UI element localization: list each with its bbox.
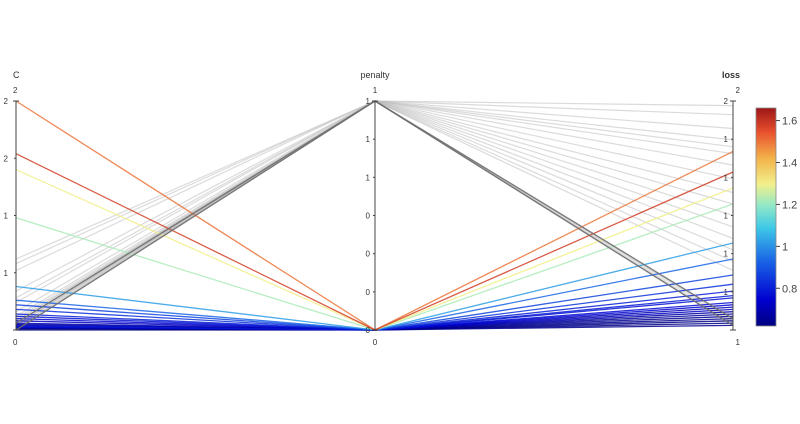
colorbar-tick-label: 1.2 [782, 199, 797, 211]
axis-title-penalty[interactable]: penalty [360, 70, 390, 80]
axis-tick-label: 1 [724, 250, 729, 259]
axis-tick-label: 1 [724, 135, 729, 144]
axis-tick-label: 1 [366, 135, 371, 144]
axis-range-min: 0 [373, 338, 378, 347]
axis-tick-label: 1 [366, 173, 371, 182]
colorbar-tick-label: 1.4 [782, 158, 797, 170]
axis-loss[interactable]: loss 2 1 2 1 1 1 1 1 [722, 70, 741, 347]
axis-tick-label: 2 [4, 97, 9, 106]
colorbar-gradient [755, 107, 777, 327]
axis-tick-label: 2 [4, 154, 9, 163]
axis-range-max: 1 [373, 86, 378, 95]
axis-tick-label: 1 [4, 212, 9, 221]
axis-title-loss[interactable]: loss [722, 70, 740, 80]
axis-range-max: 2 [13, 86, 18, 95]
axis-range-min: 0 [13, 338, 18, 347]
colorbar-tick-label: 1 [782, 241, 788, 253]
axis-title-C[interactable]: C [13, 70, 20, 80]
axis-range-min: 1 [736, 338, 741, 347]
colorbar-tick-label: 1.6 [782, 116, 797, 128]
colorbar-tick-label: 0.8 [782, 283, 797, 295]
axis-range-max: 2 [736, 86, 741, 95]
axis-tick-label: 0 [366, 288, 371, 297]
axis-tick-label: 0 [366, 212, 371, 221]
colorbar: 1.6 1.4 1.2 1 0.8 [755, 107, 797, 327]
axis-tick-label: 1 [724, 173, 729, 182]
axis-tick-label: 1 [724, 212, 729, 221]
axis-tick-label: 0 [366, 250, 371, 259]
axis-tick-label: 1 [4, 269, 9, 278]
axis-tick-label: 1 [366, 97, 371, 106]
axis-tick-label: 1 [724, 288, 729, 297]
axis-tick-label: 2 [724, 97, 729, 106]
axis-tick-label: 0 [366, 326, 371, 335]
